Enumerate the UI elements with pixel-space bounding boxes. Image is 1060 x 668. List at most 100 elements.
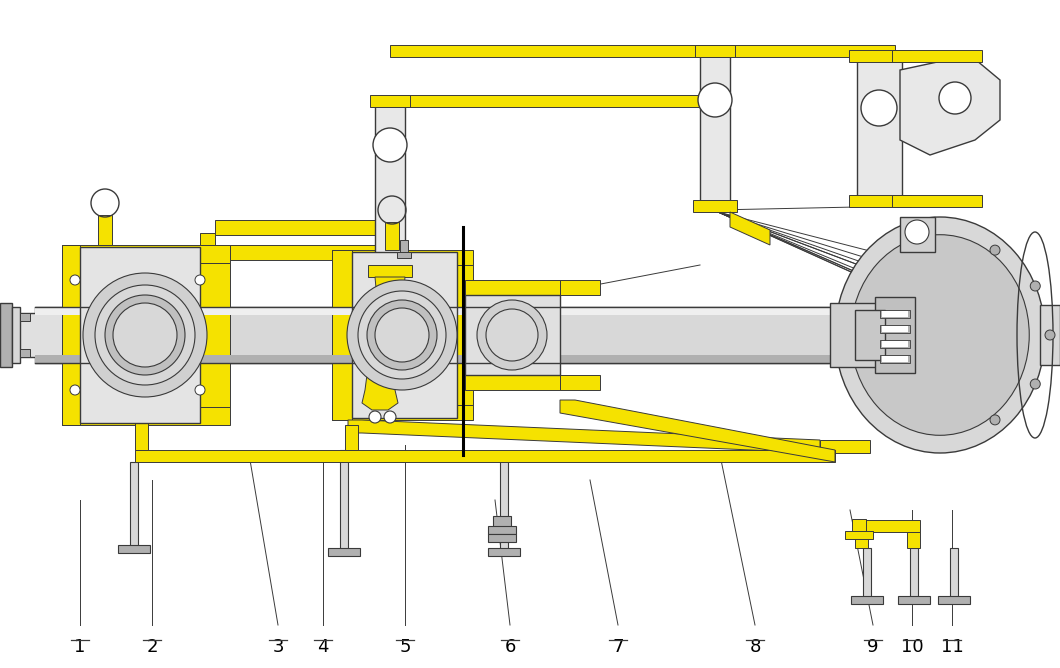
Bar (851, 596, 883, 604)
Ellipse shape (851, 234, 1029, 436)
Bar (488, 548, 520, 556)
Bar (950, 548, 958, 598)
Bar (852, 519, 866, 533)
Bar (98, 215, 112, 245)
Circle shape (358, 291, 446, 379)
Text: 11: 11 (940, 638, 964, 656)
Circle shape (861, 90, 897, 126)
Bar (20, 313, 30, 321)
Polygon shape (61, 245, 80, 425)
Bar (893, 50, 982, 62)
Polygon shape (332, 405, 473, 420)
Text: 7: 7 (613, 638, 623, 656)
Circle shape (367, 300, 437, 370)
Text: 10: 10 (901, 638, 923, 656)
Bar (493, 516, 511, 528)
Bar (863, 548, 871, 598)
Polygon shape (465, 375, 560, 390)
Text: 1: 1 (74, 638, 86, 656)
Bar (465, 295, 560, 375)
Polygon shape (560, 400, 835, 462)
Circle shape (70, 275, 80, 285)
Text: 3: 3 (272, 638, 284, 656)
Circle shape (375, 308, 429, 362)
Circle shape (95, 285, 195, 385)
Polygon shape (375, 277, 405, 310)
Circle shape (70, 385, 80, 395)
Bar (488, 526, 516, 534)
Circle shape (1030, 281, 1040, 291)
Bar (880, 310, 909, 318)
Polygon shape (215, 220, 390, 235)
Bar (0, 303, 12, 367)
Bar (398, 252, 411, 258)
Bar (849, 195, 911, 207)
Polygon shape (200, 233, 215, 245)
Circle shape (105, 295, 186, 375)
Circle shape (905, 220, 929, 244)
Bar (35, 307, 855, 315)
Polygon shape (453, 265, 473, 405)
Circle shape (347, 280, 457, 390)
Bar (488, 534, 516, 542)
Ellipse shape (835, 217, 1045, 453)
Bar (693, 200, 737, 212)
Polygon shape (230, 245, 390, 260)
Bar (893, 195, 982, 207)
Circle shape (477, 300, 547, 370)
Bar (700, 55, 730, 210)
Bar (855, 310, 885, 360)
Text: 9: 9 (867, 638, 879, 656)
Polygon shape (855, 532, 868, 548)
Bar (0, 313, 95, 357)
Bar (390, 95, 716, 107)
Circle shape (485, 309, 538, 361)
Bar (35, 355, 855, 363)
Circle shape (195, 385, 205, 395)
Polygon shape (348, 420, 820, 453)
Polygon shape (135, 450, 835, 462)
Polygon shape (560, 375, 600, 390)
Circle shape (990, 415, 1000, 425)
Polygon shape (465, 280, 560, 295)
Polygon shape (363, 367, 398, 410)
Circle shape (697, 83, 732, 117)
Bar (12, 307, 20, 363)
Bar (830, 303, 895, 367)
Bar (400, 240, 408, 252)
Bar (385, 222, 399, 250)
Bar (900, 217, 935, 252)
Bar (716, 45, 895, 57)
Polygon shape (344, 425, 358, 450)
Circle shape (369, 411, 381, 423)
Circle shape (1030, 379, 1040, 389)
Bar (1040, 305, 1060, 365)
Bar (938, 596, 970, 604)
Bar (880, 325, 909, 333)
Polygon shape (332, 250, 352, 420)
Text: 5: 5 (400, 638, 411, 656)
Circle shape (939, 82, 971, 114)
Text: 6: 6 (505, 638, 515, 656)
Circle shape (990, 245, 1000, 255)
Polygon shape (560, 280, 600, 295)
Bar (352, 252, 457, 418)
Bar (880, 355, 909, 363)
Bar (880, 340, 909, 348)
Bar (882, 326, 908, 332)
Polygon shape (900, 55, 1000, 155)
Circle shape (373, 128, 407, 162)
Polygon shape (135, 416, 148, 450)
Bar (118, 545, 151, 553)
Bar (849, 50, 911, 62)
Bar (130, 462, 138, 547)
Polygon shape (61, 245, 230, 263)
Text: 2: 2 (146, 638, 158, 656)
Text: 8: 8 (749, 638, 761, 656)
Bar (20, 349, 30, 357)
Polygon shape (200, 263, 230, 407)
Polygon shape (61, 407, 230, 425)
Bar (845, 531, 873, 539)
Polygon shape (855, 520, 920, 532)
Bar (370, 95, 410, 107)
